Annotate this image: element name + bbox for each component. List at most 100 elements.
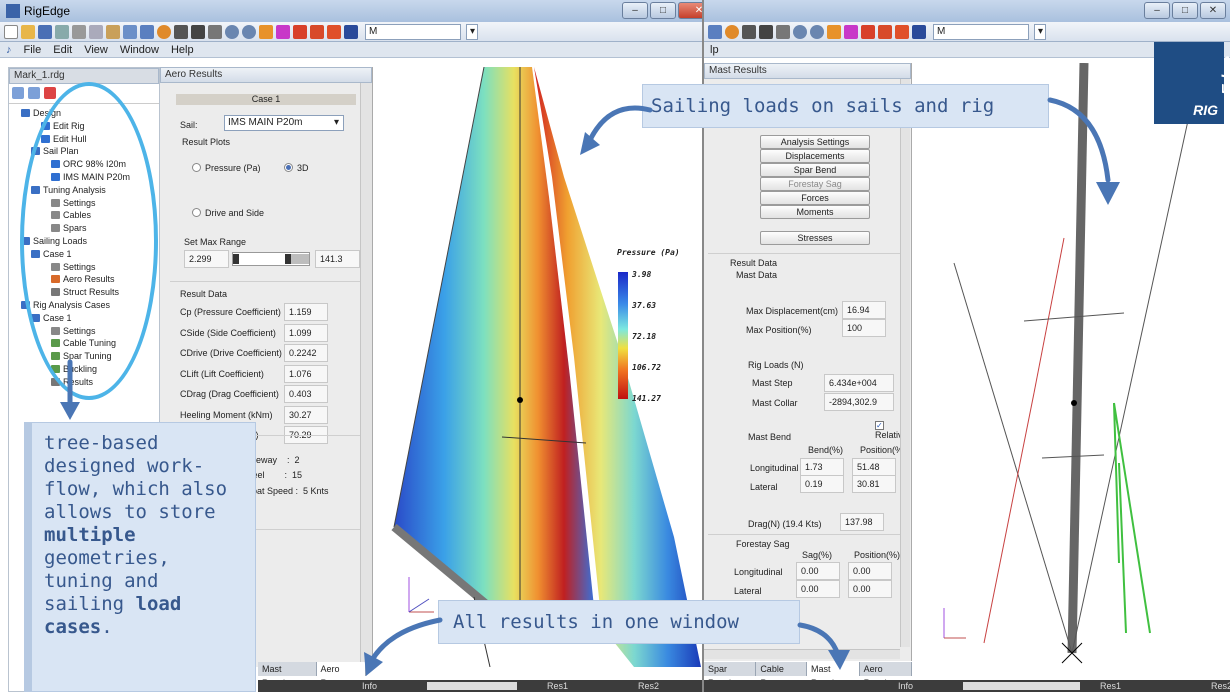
menu-window[interactable]: Window xyxy=(119,43,159,56)
mast-button-displacements[interactable]: Displacements xyxy=(760,149,870,163)
mast-scrollbar[interactable] xyxy=(900,79,910,647)
main-toolbar: M ▾ xyxy=(0,22,702,42)
stresses-button[interactable]: Stresses xyxy=(760,231,870,245)
right-boat-icon[interactable] xyxy=(912,24,926,39)
slider-max-handle[interactable] xyxy=(285,254,291,264)
callout-left-bold2: load cases xyxy=(44,593,182,638)
right-zoom-in-icon[interactable] xyxy=(793,24,807,39)
right-zoom-out-icon[interactable] xyxy=(810,24,824,39)
3d-radio-icon xyxy=(284,163,293,172)
app-logo-icon xyxy=(6,4,20,18)
boat-icon[interactable] xyxy=(344,24,358,39)
pan-icon[interactable] xyxy=(174,24,188,39)
lat-pos-value: 30.81 xyxy=(852,475,896,493)
help-icon[interactable] xyxy=(140,24,154,39)
cut-icon[interactable] xyxy=(72,24,86,39)
right-forces-icon[interactable] xyxy=(895,24,909,39)
menu-view[interactable]: View xyxy=(84,43,108,56)
maximize-button[interactable]: □ xyxy=(650,2,676,19)
new-icon[interactable] xyxy=(4,24,18,39)
add-icon[interactable] xyxy=(44,87,56,99)
paste-icon[interactable] xyxy=(106,24,120,39)
arrow-to-aero-tab xyxy=(369,617,443,663)
aero-row-label: CDrive (Drive Coefficient) xyxy=(180,348,282,358)
rotate-icon[interactable] xyxy=(157,24,171,39)
right-help-icon[interactable] xyxy=(708,24,722,39)
legend-tick: 106.72 xyxy=(632,363,661,372)
right-grid-icon[interactable] xyxy=(844,24,858,39)
right-mesh-icon[interactable] xyxy=(861,24,875,39)
rig-viewport[interactable] xyxy=(914,62,1230,679)
right-maximize-button[interactable]: □ xyxy=(1172,2,1198,19)
tools-icon[interactable] xyxy=(28,87,40,99)
menu-file[interactable]: File xyxy=(23,43,42,56)
right-fit-icon[interactable] xyxy=(776,24,790,39)
aero-divider-3 xyxy=(170,529,364,530)
view-combo[interactable]: M xyxy=(365,23,461,40)
relative-checkbox[interactable]: ✓ Relative xyxy=(875,420,911,440)
menu-edit[interactable]: Edit xyxy=(53,43,73,56)
brand-logo: Edge RIG xyxy=(1154,42,1230,124)
mast-button-forestay-sag[interactable]: Forestay Sag xyxy=(760,177,870,191)
rig-icon[interactable] xyxy=(310,24,324,39)
sag-lateral-label: Lateral xyxy=(734,586,762,596)
right-combo-dropdown-icon[interactable]: ▾ xyxy=(1034,23,1046,40)
status-progress-right xyxy=(963,682,1080,690)
mast-button-moments[interactable]: Moments xyxy=(760,205,870,219)
range-min-field[interactable]: 2.299 xyxy=(184,250,229,268)
slider-min-handle[interactable] xyxy=(233,254,239,264)
main-sail xyxy=(534,67,701,667)
zoom-in-icon[interactable] xyxy=(225,24,239,39)
move-icon[interactable] xyxy=(191,24,205,39)
minimize-button[interactable]: – xyxy=(622,2,648,19)
right-move-icon[interactable] xyxy=(759,24,773,39)
pressure-radio[interactable]: Pressure (Pa) xyxy=(192,163,261,173)
right-rig-icon[interactable] xyxy=(878,24,892,39)
combo-dropdown-icon[interactable]: ▾ xyxy=(466,23,478,40)
mast-button-forces[interactable]: Forces xyxy=(760,191,870,205)
edit-icon[interactable] xyxy=(12,87,24,99)
zoom-out-icon[interactable] xyxy=(242,24,256,39)
forces-icon[interactable] xyxy=(327,24,341,39)
sail-viewport[interactable]: Pressure (Pa) 3.98 37.63 72.18 106.72 141.27 xyxy=(374,67,701,667)
grid-icon[interactable] xyxy=(276,24,290,39)
copy-icon[interactable] xyxy=(89,24,103,39)
left-window: RigEdge – □ ✕ M ▾ ♪ File Edit V xyxy=(0,0,702,692)
save-icon[interactable] xyxy=(38,24,52,39)
3d-radio[interactable]: 3D xyxy=(284,163,309,173)
callout-all-results: All results in one window xyxy=(438,600,800,644)
open-icon[interactable] xyxy=(21,24,35,39)
range-slider[interactable] xyxy=(232,252,310,266)
aero-scrollbar[interactable] xyxy=(360,83,372,663)
menu-help[interactable]: Help xyxy=(170,43,194,56)
sail-select[interactable]: IMS MAIN P20m ▾ xyxy=(224,115,344,131)
right-minimize-button[interactable]: – xyxy=(1144,2,1170,19)
aero-row-label: CSide (Side Coefficient) xyxy=(180,327,276,338)
view-icon[interactable] xyxy=(123,24,137,39)
aero-case-header: Case 1 xyxy=(176,94,356,105)
mast-hscrollbar[interactable] xyxy=(704,649,900,659)
right-help-stub[interactable]: lp xyxy=(710,43,719,56)
3d-radio-label: 3D xyxy=(297,163,309,173)
drive-side-radio-label: Drive and Side xyxy=(205,208,265,218)
mesh-icon[interactable] xyxy=(293,24,307,39)
legend-colorbar xyxy=(618,272,628,399)
right-sail-icon[interactable] xyxy=(827,24,841,39)
right-close-button[interactable]: ✕ xyxy=(1200,2,1226,19)
arrowhead-tree xyxy=(60,402,80,420)
callout-left-text2: geometries, tuning and sailing xyxy=(44,547,170,615)
sail-label: Sail: xyxy=(180,120,198,130)
mast-button-analysis-settings[interactable]: Analysis Settings xyxy=(760,135,870,149)
sail-icon[interactable] xyxy=(259,24,273,39)
range-max-field[interactable]: 141.3 xyxy=(315,250,360,268)
right-pan-icon[interactable] xyxy=(742,24,756,39)
mast-results-panel: Mast Results Analysis Settings Displaceme… xyxy=(704,63,912,661)
right-view-combo[interactable]: M xyxy=(933,23,1029,40)
drive-side-radio[interactable]: Drive and Side xyxy=(192,208,264,218)
tool-icon[interactable] xyxy=(55,24,69,39)
arrowhead-sails xyxy=(580,132,600,155)
fit-icon[interactable] xyxy=(208,24,222,39)
mast-button-spar-bend[interactable]: Spar Bend xyxy=(760,163,870,177)
right-rotate-icon[interactable] xyxy=(725,24,739,39)
